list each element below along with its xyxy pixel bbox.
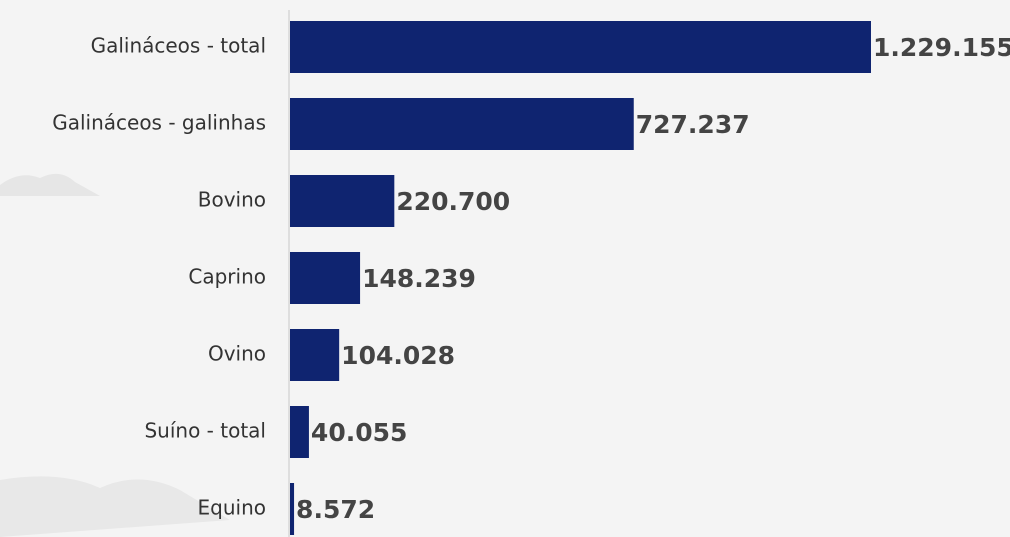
bar: [290, 175, 395, 227]
bar: [290, 98, 634, 150]
bar: [290, 329, 340, 381]
category-label: Ovino: [208, 342, 266, 366]
value-label: 1.229.155: [873, 33, 1010, 62]
category-label: Galináceos - galinhas: [52, 111, 266, 135]
category-label: Bovino: [198, 188, 266, 212]
category-label: Caprino: [188, 265, 266, 289]
value-label: 104.028: [341, 341, 455, 370]
value-label: 220.700: [396, 187, 510, 216]
bar: [290, 483, 295, 535]
value-label: 148.239: [362, 264, 476, 293]
category-label: Suíno - total: [144, 419, 266, 443]
value-label: 40.055: [311, 418, 407, 447]
bar: [290, 406, 309, 458]
value-label: 727.237: [636, 110, 750, 139]
bar: [290, 21, 871, 73]
bar: [290, 252, 361, 304]
category-label: Galináceos - total: [91, 34, 266, 58]
decoration: [0, 476, 230, 537]
decoration: [0, 173, 100, 196]
value-label: 8.572: [296, 495, 375, 524]
category-label: Equino: [198, 496, 266, 520]
